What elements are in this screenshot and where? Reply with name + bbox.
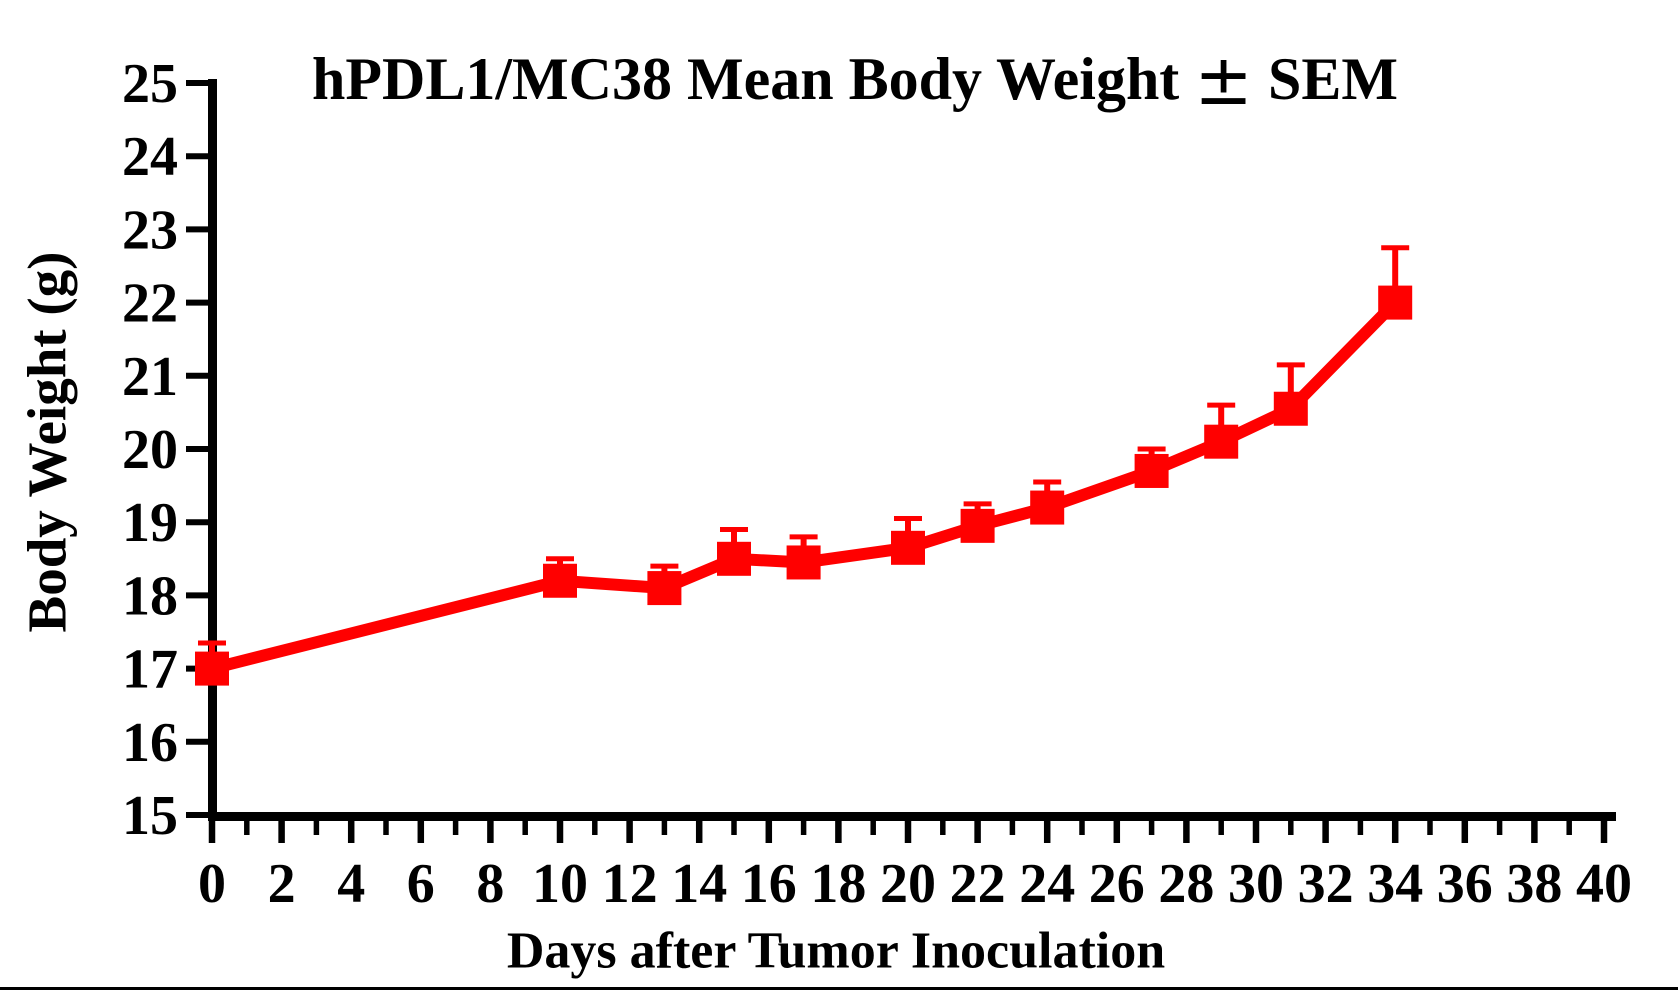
chart-title: hPDL1/MC38 Mean Body Weight ± SEM [312,39,1398,121]
y-tick-label: 16 [122,712,178,774]
x-tick-label: 20 [880,853,936,915]
data-point-marker [543,563,577,598]
x-tick-label: 32 [1298,853,1354,915]
chart-title-text: hPDL1/MC38 Mean Body Weight [312,46,1195,112]
data-point-marker [1273,391,1308,426]
y-tick-label: 23 [122,199,178,261]
x-tick-label: 0 [198,853,226,915]
data-point-marker [1134,453,1169,488]
data-point-marker [891,530,925,565]
y-tick-label: 25 [122,53,178,115]
x-tick-label: 40 [1576,853,1632,915]
plus-minus-symbol: ± [1194,39,1253,121]
data-point-marker [717,541,751,576]
x-tick-label: 38 [1506,853,1562,915]
data-point-marker [1030,490,1065,525]
y-tick-label: 22 [122,273,178,335]
x-tick-label: 10 [532,853,588,915]
x-tick-label: 16 [741,853,797,915]
data-point-marker [647,571,682,606]
y-axis-spine [208,79,217,821]
x-tick-label: 6 [407,853,435,915]
chart-title-suffix: SEM [1252,46,1398,112]
bottom-divider [0,987,1678,990]
data-point-marker [1204,424,1239,459]
y-tick-label: 15 [122,785,178,847]
data-point-marker [960,508,995,543]
y-tick-label: 20 [122,419,178,481]
x-tick-label: 2 [268,853,296,915]
data-line [210,298,1400,675]
x-tick-label: 8 [476,853,504,915]
data-point-marker [195,651,229,686]
x-tick-label: 34 [1367,853,1423,915]
y-tick-label: 17 [122,639,178,701]
x-axis-spine [208,812,1616,821]
y-tick-label: 18 [122,565,178,627]
x-tick-label: 14 [671,853,727,915]
data-point-marker [1378,285,1413,320]
y-tick-label: 21 [122,346,178,408]
data-point-marker [786,545,821,580]
x-tick-label: 30 [1228,853,1284,915]
x-tick-label: 24 [1019,853,1075,915]
x-tick-label: 22 [950,853,1006,915]
y-tick-label: 24 [122,126,178,188]
x-tick-label: 36 [1437,853,1493,915]
x-tick-label: 28 [1158,853,1214,915]
x-tick-label: 26 [1089,853,1145,915]
x-tick-label: 12 [602,853,658,915]
x-tick-label: 4 [337,853,365,915]
x-tick-label: 18 [810,853,866,915]
y-tick-label: 19 [122,492,178,554]
x-axis-label: Days after Tumor Inoculation [506,922,1166,980]
